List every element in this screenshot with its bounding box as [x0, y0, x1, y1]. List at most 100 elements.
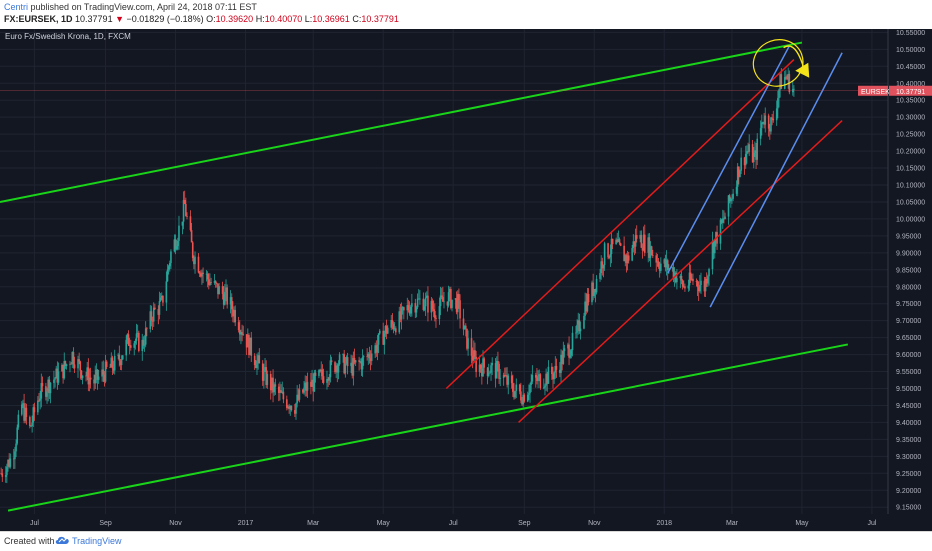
candle-body — [656, 261, 659, 263]
candle-body — [265, 367, 267, 385]
candle-body — [269, 373, 272, 391]
candle-body — [63, 361, 66, 379]
candle-body — [253, 355, 256, 366]
y-tick-label: 9.25000 — [896, 471, 921, 478]
candle-body — [703, 280, 706, 292]
candle-body — [173, 239, 176, 252]
candle-body — [335, 365, 337, 373]
green-trendline[interactable] — [7, 343, 849, 512]
candle-body — [102, 369, 105, 375]
candle-body — [45, 386, 47, 397]
candle-body — [89, 377, 92, 380]
grid — [0, 29, 888, 514]
price-axis: 9.15000 9.20000 9.25000 9.30000 9.35000 9.400… — [896, 30, 925, 512]
candle-body — [193, 258, 195, 265]
candle-body — [279, 390, 281, 393]
candle-body — [752, 152, 755, 163]
candle-body — [744, 153, 747, 166]
candle-body — [206, 273, 209, 280]
candle-body — [282, 391, 285, 400]
green-trendline[interactable] — [0, 41, 803, 203]
price-axis-background — [888, 29, 932, 531]
blue-trendline[interactable] — [667, 45, 790, 274]
candle-body — [210, 282, 212, 283]
candle-body — [277, 386, 280, 393]
candle-body — [553, 372, 555, 380]
candle-body — [53, 379, 55, 383]
candle-body — [583, 315, 585, 329]
candle-body — [632, 241, 635, 248]
candle-body — [16, 427, 19, 444]
high-value: 10.40070 — [264, 14, 303, 24]
candle-body — [767, 115, 770, 129]
candle-body — [318, 370, 320, 376]
author-link[interactable]: Centri — [4, 2, 29, 12]
candle-body — [142, 339, 145, 346]
candle-body — [261, 363, 264, 381]
candle-body — [466, 328, 468, 349]
candle-body — [419, 298, 421, 300]
candle-body — [633, 241, 636, 247]
candle-body — [680, 275, 683, 281]
y-tick-label: 9.55000 — [896, 369, 921, 376]
candle-body — [672, 267, 675, 279]
y-tick-label: 9.15000 — [896, 505, 921, 512]
tradingview-link[interactable]: TradingView — [72, 536, 122, 546]
candle-body — [201, 272, 203, 277]
candle-body — [378, 330, 381, 334]
candle-body — [248, 335, 250, 356]
candle-body — [785, 76, 787, 78]
candle-body — [97, 376, 100, 380]
candle-body — [479, 364, 482, 369]
candle-body — [529, 384, 531, 394]
candle-body — [327, 379, 329, 381]
candle-body — [113, 355, 116, 371]
candle-body — [463, 325, 466, 330]
candle-body — [442, 296, 444, 302]
candle-body — [286, 399, 288, 408]
candle-body — [623, 245, 625, 262]
candle-body — [104, 361, 107, 382]
candle-body — [174, 239, 177, 250]
candle-body — [328, 377, 331, 381]
candle-body — [720, 219, 723, 223]
candle-body — [167, 266, 170, 270]
candle-body — [567, 344, 569, 349]
candle-body — [302, 389, 304, 393]
candle-body — [158, 301, 161, 315]
price-chart[interactable]: 9.15000 9.20000 9.25000 9.30000 9.35000 9.400… — [0, 29, 932, 531]
symbol-text: FX:EURSEK, 1D — [4, 14, 73, 24]
candle-body — [464, 325, 467, 329]
candle-body — [422, 298, 425, 310]
candle-body — [25, 407, 28, 417]
candle-body — [383, 333, 386, 345]
red-trendline[interactable] — [445, 58, 795, 390]
chart-title: Euro Fx/Swedish Krona, 1D, FXCM — [5, 32, 131, 41]
candle-body — [482, 358, 484, 377]
candle-body — [740, 157, 742, 171]
candle-body — [455, 298, 458, 313]
candle-body — [481, 368, 483, 377]
candle-body — [237, 322, 240, 331]
candle-body — [543, 387, 545, 389]
y-tick-label: 10.45000 — [896, 64, 925, 71]
candle-body — [528, 393, 530, 395]
y-tick-label: 10.55000 — [896, 30, 925, 37]
candle-body — [438, 306, 441, 320]
y-tick-label: 9.50000 — [896, 386, 921, 393]
candle-body — [310, 381, 312, 387]
blue-trendline[interactable] — [709, 52, 843, 308]
candle-body — [298, 389, 301, 400]
candle-body — [704, 278, 707, 292]
candle-body — [665, 260, 668, 268]
candle-body — [376, 344, 379, 353]
candle-body — [175, 245, 178, 250]
red-trendline[interactable] — [518, 120, 843, 423]
candle-body — [728, 195, 731, 202]
candle-body — [658, 266, 661, 271]
candle-body — [608, 257, 611, 259]
candle-body — [185, 203, 187, 217]
candle-body — [655, 255, 658, 263]
candle-body — [15, 443, 17, 452]
candle-body — [515, 384, 518, 391]
